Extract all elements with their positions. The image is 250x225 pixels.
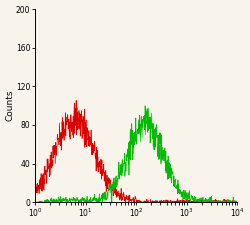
Y-axis label: Counts: Counts — [6, 90, 15, 121]
